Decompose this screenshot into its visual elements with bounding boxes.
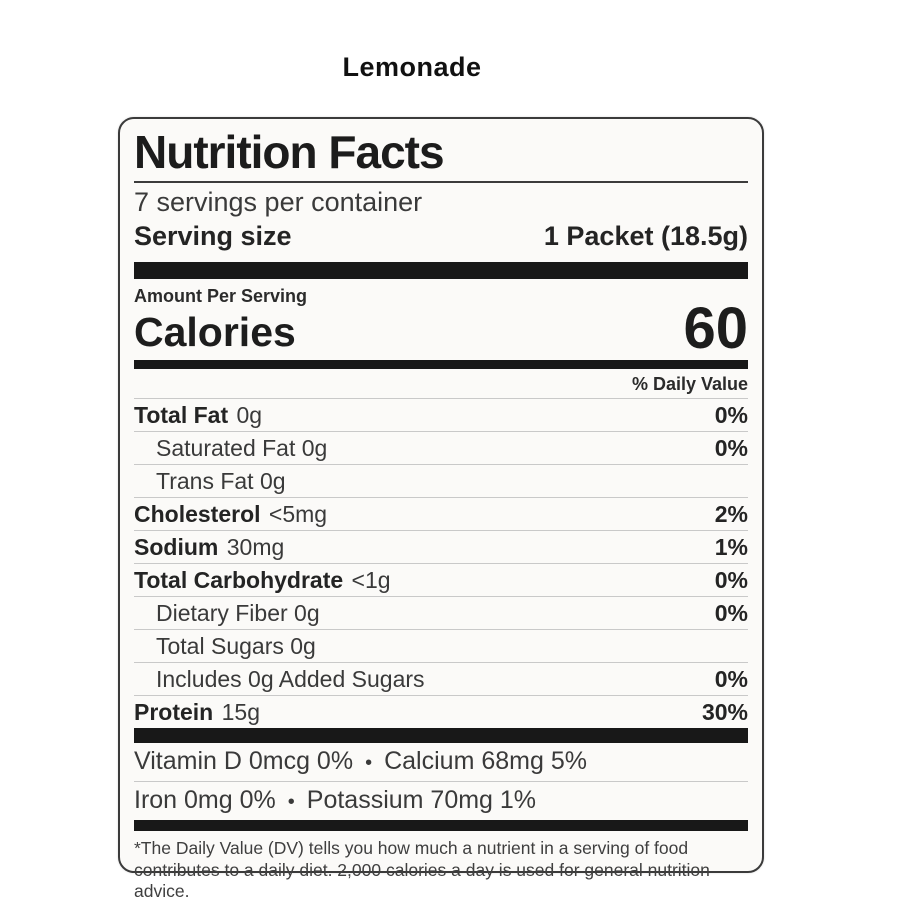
calories-row: Calories 60 — [134, 296, 748, 361]
medium-divider-bar — [134, 360, 748, 369]
nutrient-row-saturated-fat: Saturated Fat 0g 0% — [134, 431, 748, 464]
nutrient-row-total-fat: Total Fat 0g 0% — [134, 398, 748, 431]
nutrient-rows: Total Fat 0g 0% Saturated Fat 0g 0% Tran… — [134, 398, 748, 728]
calories-label: Calories — [134, 309, 296, 355]
dv-value: 30% — [701, 699, 748, 725]
serving-size-label: Serving size — [134, 221, 292, 251]
nutrient-row-added-sugars: Includes 0g Added Sugars 0% — [134, 662, 748, 695]
serving-size-value: 1 Packet (18.5g) — [543, 221, 748, 251]
serving-size-row: Serving size 1 Packet (18.5g) — [134, 219, 748, 262]
bullet-separator: • — [287, 791, 295, 813]
nutrient-row-trans-fat: Trans Fat 0g — [134, 464, 748, 497]
dv-value: 0% — [714, 402, 748, 428]
thick-divider-bar — [134, 728, 748, 743]
micronutrient-row-vitamin-d-calcium: Vitamin D 0mcg 0% • Calcium 68mg 5% — [134, 743, 748, 782]
calories-value: 60 — [683, 296, 748, 361]
dv-value: 0% — [714, 567, 748, 593]
thick-divider-bar — [134, 262, 748, 279]
thick-divider-bar — [134, 820, 748, 831]
bullet-separator: • — [365, 752, 373, 774]
nutrient-row-sodium: Sodium 30mg 1% — [134, 530, 748, 563]
dv-value: 0% — [714, 600, 748, 626]
nutrient-row-cholesterol: Cholesterol <5mg 2% — [134, 497, 748, 530]
dv-value: 1% — [714, 534, 748, 560]
micronutrient-row-iron-potassium: Iron 0mg 0% • Potassium 70mg 1% — [134, 782, 748, 820]
title-divider — [134, 181, 748, 183]
daily-value-footnote: *The Daily Value (DV) tells you how much… — [134, 838, 710, 900]
daily-value-header: % Daily Value — [631, 374, 748, 394]
dv-value: 0% — [714, 435, 748, 461]
label-title: Nutrition Facts — [134, 126, 445, 178]
nutrient-row-total-carbohydrate: Total Carbohydrate <1g 0% — [134, 563, 748, 596]
nutrient-row-total-sugars: Total Sugars 0g — [134, 629, 748, 662]
servings-per-container: 7 servings per container — [134, 187, 423, 217]
nutrient-row-protein: Protein 15g 30% — [134, 695, 748, 728]
dv-value: 2% — [714, 501, 748, 527]
amount-per-serving-label: Amount Per Serving — [134, 286, 308, 306]
dv-value: 0% — [714, 666, 748, 692]
nutrition-facts-label: Nutrition Facts 7 servings per container… — [118, 117, 764, 900]
nutrient-row-dietary-fiber: Dietary Fiber 0g 0% — [134, 596, 748, 629]
product-title: Lemonade — [342, 52, 482, 82]
